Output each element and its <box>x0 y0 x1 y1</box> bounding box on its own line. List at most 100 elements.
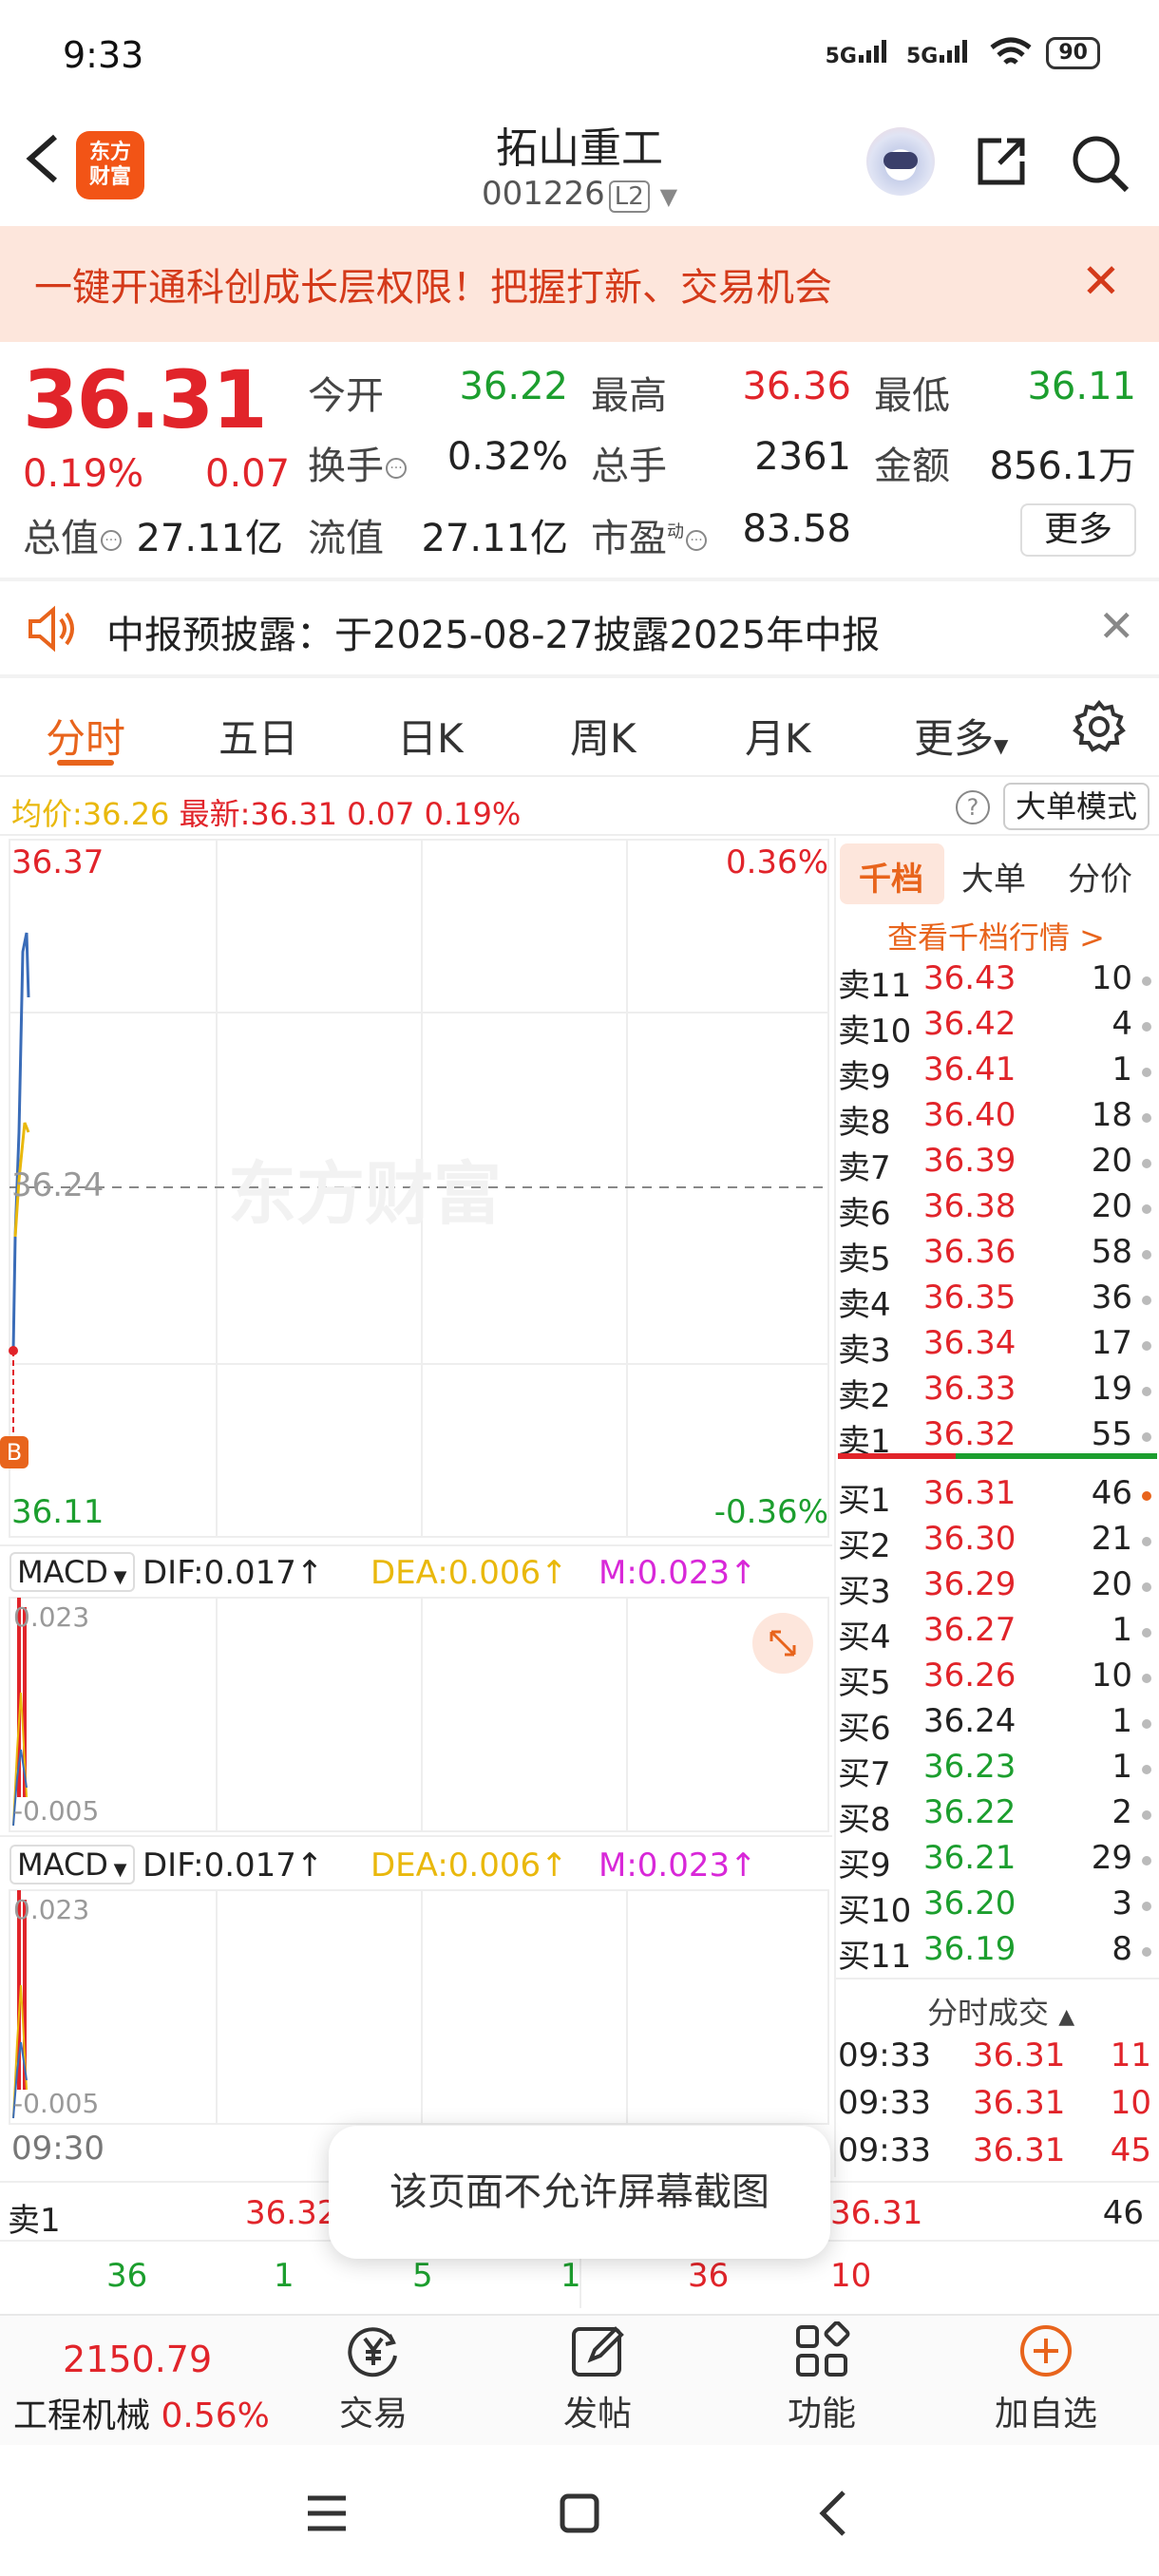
tab-thousand-levels[interactable]: 千档 <box>859 861 923 899</box>
dot-icon <box>1142 976 1151 986</box>
ask-volume: 58 <box>1091 1233 1132 1271</box>
bid-price: 36.22 <box>923 1793 1016 1831</box>
home-icon[interactable] <box>557 2491 602 2536</box>
ask-label: 卖9 <box>838 1058 891 1096</box>
gear-icon[interactable] <box>1072 699 1127 754</box>
mktcap-label[interactable]: 总值 ··· <box>23 507 122 562</box>
index-info[interactable]: 工程机械 0.56% <box>13 2396 270 2435</box>
tab-big-orders[interactable]: 大单 <box>961 861 1026 899</box>
tab-weekly-k[interactable]: 周K <box>570 715 636 762</box>
tab-daily-k[interactable]: 日K <box>397 715 464 762</box>
ask-row[interactable]: 卖2 36.33 19 <box>834 1370 1159 1415</box>
bottom-nav <box>0 2314 1159 2445</box>
view-levels-link[interactable]: 查看千档行情 > <box>887 919 1105 956</box>
macd-selector[interactable]: MACD ▼ <box>10 1552 135 1592</box>
promo-banner[interactable] <box>0 226 1159 342</box>
ask-label: 卖8 <box>838 1104 891 1142</box>
macd-selector[interactable]: MACD ▼ <box>10 1845 135 1885</box>
stock-code-selector[interactable]: 001226 L2 ▼ <box>481 175 678 213</box>
macd1-bottom: -0.005 <box>13 1795 100 1827</box>
notice-text[interactable]: 中报预披露：于2025-08-27披露2025年中报 <box>106 614 881 657</box>
ask-volume: 19 <box>1091 1370 1132 1408</box>
bid-row[interactable]: 买3 36.29 20 <box>834 1565 1159 1611</box>
buy-marker[interactable]: B <box>0 1436 28 1468</box>
more-button[interactable]: 更多 <box>1020 503 1136 557</box>
nav-post[interactable]: 发帖 <box>526 2321 669 2435</box>
dot-icon <box>1142 1628 1151 1638</box>
big-order-mode-button[interactable]: 大单模式 <box>1003 783 1150 830</box>
nav-functions[interactable]: 功能 <box>750 2321 893 2435</box>
bid-row[interactable]: 买1 36.31 46 <box>834 1474 1159 1520</box>
help-icon[interactable]: ? <box>956 790 990 824</box>
macd2-top: 0.023 <box>13 1894 90 1925</box>
queue-vol: 36 <box>106 2257 148 2295</box>
tab-five-day[interactable]: 五日 <box>218 715 299 762</box>
ask-row[interactable]: 卖3 36.34 17 <box>834 1324 1159 1370</box>
sell1-label: 卖1 <box>8 2202 61 2240</box>
ask-row[interactable]: 卖5 36.36 58 <box>834 1233 1159 1279</box>
index-value[interactable]: 2150.79 <box>63 2339 213 2380</box>
y-axis-mid: 36.24 <box>11 1166 104 1204</box>
queue-vol: 5 <box>412 2257 433 2295</box>
system-nav-bar <box>0 2445 1159 2576</box>
edit-icon <box>572 2326 624 2377</box>
bid-row[interactable]: 买6 36.24 1 <box>834 1702 1159 1748</box>
bid-row[interactable]: 买10 36.20 3 <box>834 1885 1159 1930</box>
ask-row[interactable]: 卖10 36.42 4 <box>834 1005 1159 1051</box>
search-icon[interactable] <box>1070 133 1130 194</box>
pe-label[interactable]: 市盈动 ··· <box>591 507 707 562</box>
bid-row[interactable]: 买5 36.26 10 <box>834 1657 1159 1702</box>
float-value: 27.11亿 <box>421 517 568 560</box>
intraday-chart[interactable]: 36.37 0.36% 36.24 东方财富 B 36.11 -0.36% MA… <box>0 838 832 2177</box>
menu-icon[interactable] <box>304 2492 350 2534</box>
bid-row[interactable]: 买11 36.19 8 <box>834 1930 1159 1976</box>
price-line <box>11 932 30 1352</box>
tab-monthly-k[interactable]: 月K <box>745 715 811 762</box>
ask-volume: 20 <box>1091 1142 1132 1180</box>
tab-more[interactable]: 更多▼ <box>914 715 1009 762</box>
ask-label: 卖7 <box>838 1149 891 1187</box>
dot-icon <box>1142 1296 1151 1305</box>
mktcap-value: 27.11亿 <box>136 517 283 560</box>
close-icon[interactable]: ✕ <box>1098 600 1135 652</box>
nav-trade[interactable]: 交易 <box>302 2321 445 2435</box>
trades-title[interactable]: 分时成交 ▲ <box>927 1995 1075 2031</box>
assistant-robot-icon[interactable] <box>866 127 935 196</box>
ask-price: 36.36 <box>923 1233 1016 1271</box>
queue-volumes: 36 1 5 1 36 10 <box>0 2242 1159 2312</box>
promo-banner-text[interactable]: 一键开通科创成长层权限！把握打新、交易机会 <box>34 266 832 310</box>
bid-volume: 21 <box>1091 1520 1132 1558</box>
bid-row[interactable]: 买9 36.21 29 <box>834 1839 1159 1885</box>
dot-icon <box>1142 1674 1151 1683</box>
bid-label: 买9 <box>838 1847 891 1885</box>
bid-label: 买8 <box>838 1801 891 1839</box>
bid-row[interactable]: 买2 36.30 21 <box>834 1520 1159 1565</box>
ask-label: 卖4 <box>838 1286 891 1324</box>
close-icon[interactable]: ✕ <box>1081 254 1121 309</box>
ask-row[interactable]: 卖8 36.40 18 <box>834 1096 1159 1142</box>
bid-row[interactable]: 买4 36.27 1 <box>834 1611 1159 1657</box>
bid-row[interactable]: 买8 36.22 2 <box>834 1793 1159 1839</box>
tab-intraday[interactable]: 分时 <box>46 715 126 762</box>
buy1-vol: 46 <box>1102 2194 1144 2232</box>
share-icon[interactable] <box>973 133 1030 190</box>
back-nav-icon[interactable] <box>817 2489 849 2538</box>
tab-price-distribution[interactable]: 分价 <box>1068 861 1132 899</box>
ask-row[interactable]: 卖11 36.43 10 <box>834 959 1159 1005</box>
ask-row[interactable]: 卖7 36.39 20 <box>834 1142 1159 1187</box>
ask-row[interactable]: 卖4 36.35 36 <box>834 1279 1159 1324</box>
bid-row[interactable]: 买7 36.23 1 <box>834 1748 1159 1793</box>
trade-time: 09:33 <box>838 2084 931 2122</box>
ask-row[interactable]: 卖9 36.41 1 <box>834 1051 1159 1096</box>
bid-volume: 29 <box>1091 1839 1132 1877</box>
turnover-label[interactable]: 换手 ··· <box>308 435 407 490</box>
nav-add-watchlist[interactable]: 加自选 <box>975 2321 1117 2435</box>
chart-tabs: 分时 五日 日K 周K 月K 更多▼ <box>0 674 1159 777</box>
sell1-price: 36.32 <box>245 2194 338 2232</box>
volume-label: 总手 <box>591 445 667 488</box>
change-percent: 0.19% <box>23 452 144 496</box>
ask-row[interactable]: 卖6 36.38 20 <box>834 1187 1159 1233</box>
expand-icon[interactable] <box>752 1613 813 1674</box>
back-button[interactable] <box>21 125 68 201</box>
ask-volume: 55 <box>1091 1415 1132 1453</box>
